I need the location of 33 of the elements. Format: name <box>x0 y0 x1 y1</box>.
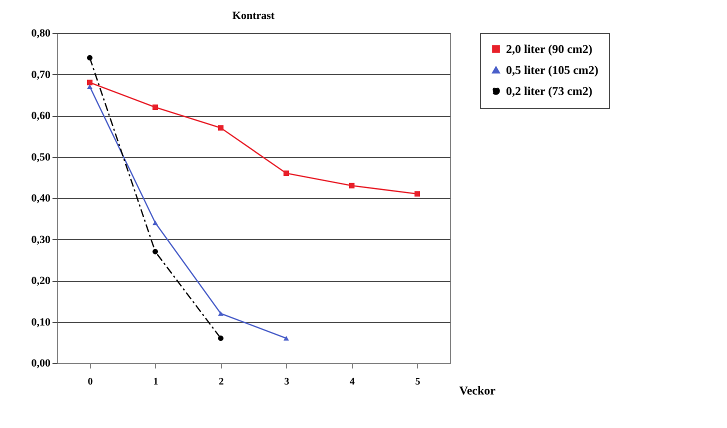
y-tick-label: 0,30 <box>31 234 51 246</box>
point <box>218 336 224 341</box>
point <box>349 182 354 188</box>
x-tick-label: 1 <box>153 376 158 388</box>
y-tick-label: 0,10 <box>31 316 51 328</box>
y-tick-label: 0,40 <box>31 192 51 204</box>
legend-label: 2,0 liter (90 cm2) <box>506 42 592 56</box>
point <box>152 220 158 226</box>
point <box>218 311 224 316</box>
point <box>87 84 92 89</box>
legend-label: 0,2 liter (73 cm2) <box>506 84 592 98</box>
x-tick-label: 5 <box>415 376 420 388</box>
point <box>152 104 158 110</box>
x-tick-label: 0 <box>88 376 93 388</box>
y-tick-label: 0,20 <box>31 275 51 287</box>
x-axis-title: Veckor <box>459 384 496 398</box>
point <box>87 55 92 60</box>
chart-title: Kontrast <box>232 10 275 22</box>
y-tick-label: 0,80 <box>31 28 51 40</box>
point <box>152 248 158 254</box>
point <box>87 80 92 86</box>
y-tick-label: 0,60 <box>31 110 51 122</box>
point <box>284 170 289 176</box>
y-tick-label: 0,50 <box>31 151 51 164</box>
legend-label: 0,5 liter (105 cm2) <box>506 63 598 77</box>
point <box>284 336 289 341</box>
y-tick-label: 0,70 <box>31 68 51 81</box>
x-tick-label: 2 <box>218 376 224 388</box>
point <box>414 191 420 197</box>
point <box>218 125 224 131</box>
x-tick-label: 4 <box>350 376 355 388</box>
x-tick-label: 3 <box>284 376 290 388</box>
y-tick-label: 0,00 <box>31 358 51 370</box>
